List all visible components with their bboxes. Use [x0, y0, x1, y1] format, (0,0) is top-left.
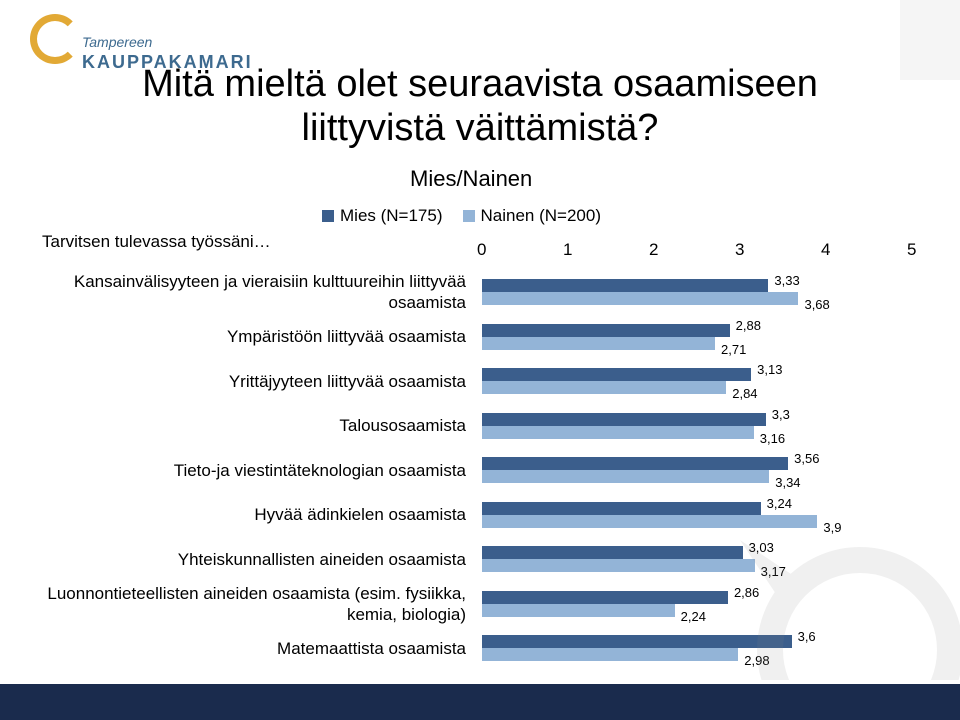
- bottom-band: [0, 684, 960, 720]
- x-tick-label: 0: [477, 240, 487, 259]
- bar-female: [482, 559, 755, 572]
- chart-legend: Mies (N=175) Nainen (N=200): [322, 206, 601, 226]
- x-tick-label: 3: [735, 240, 745, 259]
- value-label-female: 3,16: [759, 430, 786, 446]
- legend-label-female: Nainen (N=200): [480, 206, 602, 225]
- legend-item-male: Mies (N=175): [322, 206, 443, 226]
- legend-item-female: Nainen (N=200): [462, 206, 602, 226]
- bar-male: [482, 323, 730, 337]
- value-label-male: 2,88: [735, 317, 761, 333]
- bar-female: [482, 336, 716, 350]
- value-label-female: 3,17: [761, 564, 786, 579]
- question-text: Tarvitsen tulevassa työssäni…: [42, 232, 271, 251]
- bar-female: [482, 425, 754, 439]
- value-label-female: 3,68: [804, 297, 830, 312]
- bar-male: [482, 501, 761, 515]
- category-label: Talousosaamista: [339, 416, 466, 435]
- bar-female: [482, 514, 818, 528]
- logo-line1: Tampereen: [82, 34, 153, 50]
- bar-male: [482, 412, 766, 426]
- value-label-male: 3,24: [766, 495, 792, 511]
- logo-line2: KAUPPAKAMARI: [82, 52, 253, 72]
- value-label-female: 2,84: [732, 386, 758, 401]
- value-label-female: 2,71: [721, 341, 747, 357]
- value-label-female: 2,98: [744, 653, 770, 668]
- x-tick-label: 5: [907, 240, 917, 259]
- value-label-female: 2,24: [680, 608, 706, 624]
- category-label: Matemaattista osaamista: [277, 638, 466, 658]
- category-label: Yhteiskunnallisten aineiden osaamista: [177, 549, 466, 569]
- value-label-male: 3,56: [794, 451, 820, 466]
- category-label: Tieto-ja viestintäteknologian osaamista: [173, 460, 466, 480]
- category-label: Luonnontieteellisten aineiden osaamista …: [47, 583, 466, 624]
- bar-male: [482, 457, 789, 470]
- value-label-male: 3,13: [757, 362, 783, 377]
- category-label: Kansainvälisyyteen ja vieraisiin kulttuu…: [73, 272, 466, 312]
- logo-mark: [30, 14, 80, 64]
- value-label-male: 3,3: [771, 406, 790, 422]
- category-label: Hyvää ädinkielen osaamista: [254, 505, 466, 524]
- value-label-male: 3,03: [748, 540, 774, 555]
- value-label-female: 3,9: [823, 519, 842, 535]
- bar-male: [482, 546, 743, 559]
- x-tick-label: 2: [649, 240, 659, 259]
- value-label-male: 2,86: [733, 584, 760, 600]
- x-tick-label: 1: [563, 240, 573, 259]
- legend-swatch-female: [462, 210, 475, 222]
- chart-title: Mies/Nainen: [410, 166, 533, 191]
- bar-male: [482, 279, 769, 292]
- x-tick-label: 4: [821, 240, 831, 259]
- bar-male: [482, 590, 728, 604]
- category-label: Yrittäjyyteen liittyvää osaamista: [228, 371, 466, 391]
- legend-swatch-male: [322, 210, 334, 222]
- bar-female: [482, 470, 770, 483]
- logo: Tampereen KAUPPAKAMARI: [30, 14, 260, 74]
- bar-female: [482, 648, 739, 661]
- bar-male: [482, 635, 792, 648]
- bar-male: [482, 368, 752, 381]
- bar-female: [482, 603, 675, 617]
- background-gear-decoration: [740, 540, 960, 680]
- category-label: Ympäristöön liittyvää osaamista: [226, 327, 466, 346]
- slide-title: Mitä mieltä olet seuraavista osaamiseen …: [142, 63, 818, 149]
- bar-female: [482, 381, 727, 394]
- value-label-male: 3,33: [774, 273, 800, 288]
- value-label-female: 3,34: [775, 475, 801, 490]
- legend-label-male: Mies (N=175): [340, 206, 443, 225]
- value-label-male: 3,6: [797, 629, 816, 644]
- bar-female: [482, 292, 799, 305]
- corner-shade: [900, 0, 960, 80]
